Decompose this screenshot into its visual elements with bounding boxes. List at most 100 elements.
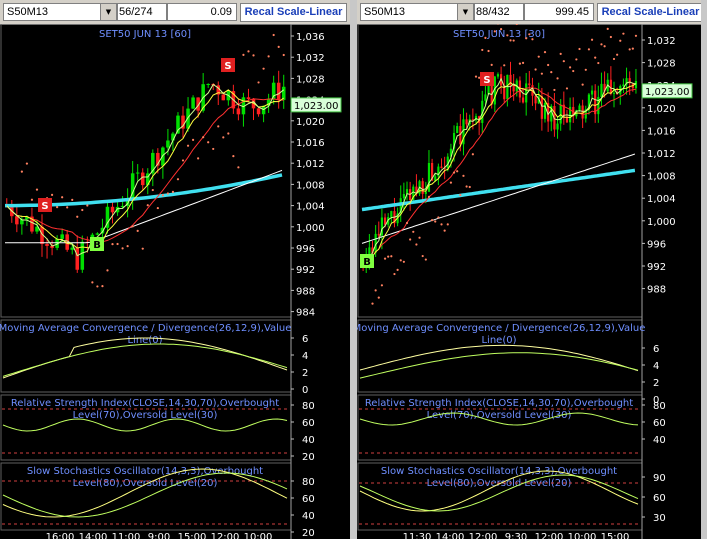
sar-dot <box>272 33 275 37</box>
time-tick-label: 14:00 <box>79 532 108 539</box>
sar-dot <box>506 34 509 37</box>
indicator-tick-label: 60 <box>302 418 315 429</box>
sar-dot <box>443 229 446 232</box>
chevron-down-icon[interactable]: ▼ <box>100 4 116 20</box>
indicator-subtitle: Level(80),Oversold Level(20) <box>73 478 218 489</box>
price-tick-label: 1,016 <box>647 126 676 137</box>
sar-dot <box>86 204 89 207</box>
candle-body <box>415 186 418 194</box>
moving-average-white <box>361 153 636 244</box>
sar-dot <box>616 53 619 56</box>
sar-dot <box>126 245 129 248</box>
candle-body <box>594 90 597 115</box>
candle-body <box>161 147 165 166</box>
indicator-title: Slow Stochastics Oscillator(14,3,3),Over… <box>381 466 617 477</box>
sar-dot <box>421 254 424 258</box>
sar-dot <box>515 24 518 26</box>
indicator-tick-label: 90 <box>653 473 666 484</box>
cursor-value: 999.45 <box>524 3 594 21</box>
sar-dot <box>430 219 434 222</box>
recal-scale-button[interactable]: Recal Scale-Linear <box>597 3 704 22</box>
candle-body <box>547 102 550 122</box>
indicator-tick-label: 4 <box>653 361 659 372</box>
candle-body <box>371 247 374 253</box>
indicator-tick-label: 30 <box>653 513 666 524</box>
sar-dot <box>628 48 631 51</box>
sar-dot <box>282 53 285 57</box>
signal-marker <box>221 58 235 72</box>
sar-dot <box>393 272 396 276</box>
candle-body <box>146 173 150 186</box>
sar-dot <box>612 57 616 61</box>
price-tick-label: 1,000 <box>647 217 676 228</box>
sar-dot <box>459 193 462 197</box>
moving-average-yellow <box>362 82 637 268</box>
price-tick-label: 1,004 <box>647 194 676 205</box>
signal-label: B <box>93 240 101 251</box>
candle-body <box>35 226 39 232</box>
candle-body <box>427 162 431 192</box>
chart-panel-left: S50M13 ▼ 56/274 0.09 Recal Scale-Linear … <box>0 0 350 539</box>
sar-dot <box>257 81 260 84</box>
last-price-box <box>641 83 693 99</box>
sar-dot <box>380 284 384 287</box>
indicator-tick-label: 80 <box>653 401 666 412</box>
sar-dot <box>242 53 245 57</box>
price-tick-label: 1,032 <box>296 53 325 64</box>
sar-dot <box>531 38 534 41</box>
symbol-select[interactable]: S50M13 ▼ <box>3 3 117 21</box>
panel-divider[interactable] <box>350 0 357 539</box>
candle-body <box>399 198 402 214</box>
candle-body <box>518 80 522 98</box>
candle-body <box>625 78 628 85</box>
indicator-tick-label: 80 <box>302 401 315 412</box>
time-tick-label: 15:00 <box>178 532 207 539</box>
sar-dot <box>487 49 490 53</box>
candle-body <box>100 227 105 234</box>
sar-dot <box>562 60 565 63</box>
price-tick-label: 996 <box>647 239 666 250</box>
sar-dot <box>387 255 390 258</box>
macd-signal-line <box>2 343 288 377</box>
candle-body <box>151 152 155 174</box>
chevron-down-icon[interactable]: ▼ <box>457 4 473 20</box>
sar-dot <box>146 204 149 207</box>
sar-dot <box>396 268 399 271</box>
sar-dot <box>556 77 559 80</box>
chart-canvas[interactable]: 1,0321,0281,0241,0201,0161,0121,0081,004… <box>357 24 701 539</box>
candle-body <box>196 97 200 111</box>
sar-dot <box>603 45 606 48</box>
sar-dot <box>399 259 402 262</box>
candle-body <box>206 83 210 85</box>
sar-dot <box>176 178 180 181</box>
symbol-select[interactable]: S50M13 ▼ <box>360 3 474 21</box>
sar-dot <box>66 206 69 209</box>
candle-body <box>390 211 393 218</box>
candle-body <box>60 234 64 239</box>
sar-dot <box>227 132 230 135</box>
candle-body <box>628 78 631 84</box>
candle-body <box>70 247 74 250</box>
sar-dot <box>503 64 506 67</box>
candle-body <box>581 105 584 119</box>
chart-canvas[interactable]: 1,0361,0321,0281,0241,0201,0161,0121,008… <box>0 24 350 539</box>
indicator-title: Relative Strength Index(CLOSE,14,30,70),… <box>11 398 279 409</box>
sar-dot <box>116 242 119 246</box>
candle-body <box>521 97 525 103</box>
recal-scale-button[interactable]: Recal Scale-Linear <box>240 3 347 22</box>
sar-dot <box>101 285 104 288</box>
candle-body <box>424 191 427 194</box>
symbol-select-value: S50M13 <box>7 6 48 18</box>
sar-dot <box>151 188 154 192</box>
moving-average-fast <box>6 83 285 257</box>
sar-dot <box>81 208 84 212</box>
time-tick-label: 9:30 <box>505 532 527 539</box>
price-tick-label: 1,016 <box>296 138 325 149</box>
stoch-k-line <box>359 470 639 512</box>
time-tick-label: 14:00 <box>436 532 465 539</box>
candle-body <box>156 152 160 166</box>
last-price-label: 1,023.00 <box>645 87 690 98</box>
candle-body <box>25 216 29 220</box>
bar-counter: 88/432 <box>474 3 524 21</box>
price-tick-label: 1,020 <box>647 104 676 115</box>
